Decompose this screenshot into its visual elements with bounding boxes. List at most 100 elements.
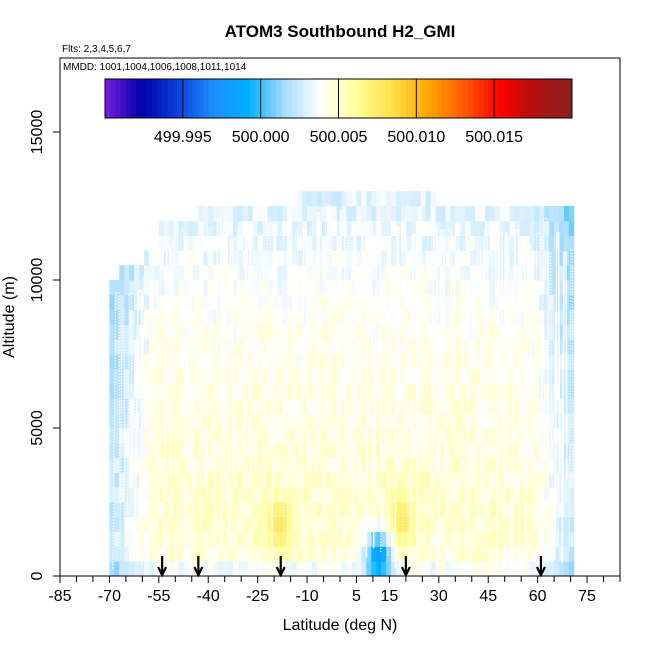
heatmap-cell bbox=[272, 428, 278, 444]
heatmap-cell bbox=[435, 339, 441, 355]
heatmap-cell bbox=[321, 309, 328, 325]
heatmap-cell bbox=[134, 309, 140, 325]
heatmap-cell bbox=[292, 220, 298, 236]
heatmap-cell bbox=[445, 561, 451, 576]
heatmap-cell bbox=[455, 206, 461, 222]
heatmap-cell bbox=[257, 383, 263, 399]
profile-line bbox=[293, 229, 300, 555]
heatmap-cell bbox=[252, 265, 259, 281]
profile-line bbox=[423, 218, 434, 560]
profile-line bbox=[344, 235, 353, 562]
heatmap-cell bbox=[213, 516, 219, 532]
heatmap-cell bbox=[228, 502, 234, 518]
heatmap-cell bbox=[514, 428, 520, 444]
y-tick-label: 0 bbox=[29, 571, 46, 580]
heatmap-cell bbox=[232, 442, 239, 458]
heatmap-cell bbox=[514, 354, 520, 370]
profile-line bbox=[525, 243, 533, 562]
heatmap-cell bbox=[514, 235, 520, 251]
heatmap-cell bbox=[198, 472, 204, 488]
heatmap-cell bbox=[480, 206, 486, 222]
heatmap-cell bbox=[297, 235, 303, 251]
heatmap-cell bbox=[519, 457, 525, 473]
heatmap-cell bbox=[559, 354, 565, 370]
heatmap-cell bbox=[232, 546, 239, 562]
heatmap-cell bbox=[499, 531, 506, 547]
heatmap-cell bbox=[124, 398, 130, 414]
heatmap-cell bbox=[425, 472, 431, 488]
colorbar-segment bbox=[333, 79, 339, 118]
heatmap-cell bbox=[519, 398, 525, 414]
heatmap-cell bbox=[331, 472, 338, 488]
profile-line bbox=[155, 280, 162, 564]
heatmap-cell bbox=[148, 265, 155, 281]
heatmap-cell bbox=[321, 457, 328, 473]
heatmap-cell bbox=[312, 398, 318, 414]
heatmap-cell bbox=[134, 294, 140, 310]
colorbar-segment bbox=[473, 79, 480, 118]
colorbar-segment bbox=[265, 79, 272, 118]
heatmap-cell bbox=[519, 309, 525, 325]
heatmap-cell bbox=[465, 457, 471, 473]
heatmap-cell bbox=[420, 280, 427, 296]
colorbar-segment bbox=[426, 79, 433, 118]
heatmap-cell bbox=[208, 206, 214, 222]
heatmap-cell bbox=[109, 339, 115, 355]
heatmap-cell bbox=[554, 220, 560, 236]
heatmap-cell bbox=[218, 472, 224, 488]
heatmap-cell bbox=[129, 354, 135, 370]
heatmap-cell bbox=[410, 428, 417, 444]
profile-line bbox=[510, 229, 521, 559]
heatmap-cell bbox=[302, 561, 308, 576]
colorbar-segment bbox=[442, 79, 448, 118]
heatmap-cell bbox=[549, 324, 555, 340]
heatmap-cell bbox=[193, 428, 199, 444]
heatmap-cell bbox=[109, 413, 115, 429]
heatmap-cell bbox=[203, 442, 209, 458]
heatmap-cell bbox=[559, 280, 565, 296]
heatmap-cell bbox=[460, 265, 466, 281]
heatmap-cell bbox=[232, 383, 239, 399]
heatmap-cell bbox=[539, 206, 545, 222]
heatmap-cell bbox=[356, 383, 362, 399]
heatmap-cell bbox=[549, 265, 555, 281]
heatmap-cell bbox=[307, 339, 313, 355]
heatmap-cell bbox=[489, 413, 496, 429]
heatmap-cell bbox=[480, 220, 486, 236]
heatmap-cell bbox=[539, 368, 545, 384]
heatmap-cell bbox=[534, 309, 540, 325]
heatmap-cell bbox=[391, 265, 397, 281]
profile-line bbox=[474, 247, 482, 555]
heatmap-cell bbox=[114, 516, 120, 532]
heatmap-cell bbox=[435, 324, 441, 340]
heatmap-cell bbox=[396, 561, 402, 576]
heatmap-cell bbox=[346, 383, 352, 399]
heatmap-cell bbox=[312, 472, 318, 488]
heatmap-cell bbox=[297, 531, 303, 547]
heatmap-cell bbox=[218, 561, 224, 576]
heatmap-cell bbox=[568, 309, 575, 325]
heatmap-cell bbox=[203, 309, 209, 325]
heatmap-cell bbox=[554, 383, 560, 399]
heatmap-cell bbox=[470, 206, 476, 222]
heatmap-cell bbox=[307, 487, 313, 503]
heatmap-cell bbox=[223, 235, 229, 251]
heatmap-cell bbox=[188, 531, 194, 547]
colorbar-segment bbox=[322, 79, 329, 118]
heatmap-cell bbox=[208, 531, 214, 547]
heatmap-cell bbox=[193, 442, 199, 458]
heatmap-cell bbox=[203, 546, 209, 562]
heatmap-cell bbox=[109, 428, 115, 444]
heatmap-cell bbox=[544, 561, 550, 576]
heatmap-cell bbox=[568, 339, 575, 355]
heatmap-cell bbox=[371, 546, 377, 562]
heatmap-cell bbox=[445, 487, 451, 503]
heatmap-cell bbox=[158, 487, 165, 503]
heatmap-cell bbox=[376, 428, 382, 444]
heatmap-cell bbox=[405, 368, 412, 384]
heatmap-cell bbox=[405, 442, 412, 458]
heatmap-cell bbox=[371, 206, 377, 222]
colorbar-segment bbox=[452, 79, 459, 118]
heatmap-cell bbox=[282, 546, 288, 562]
heatmap-cell bbox=[351, 354, 357, 370]
